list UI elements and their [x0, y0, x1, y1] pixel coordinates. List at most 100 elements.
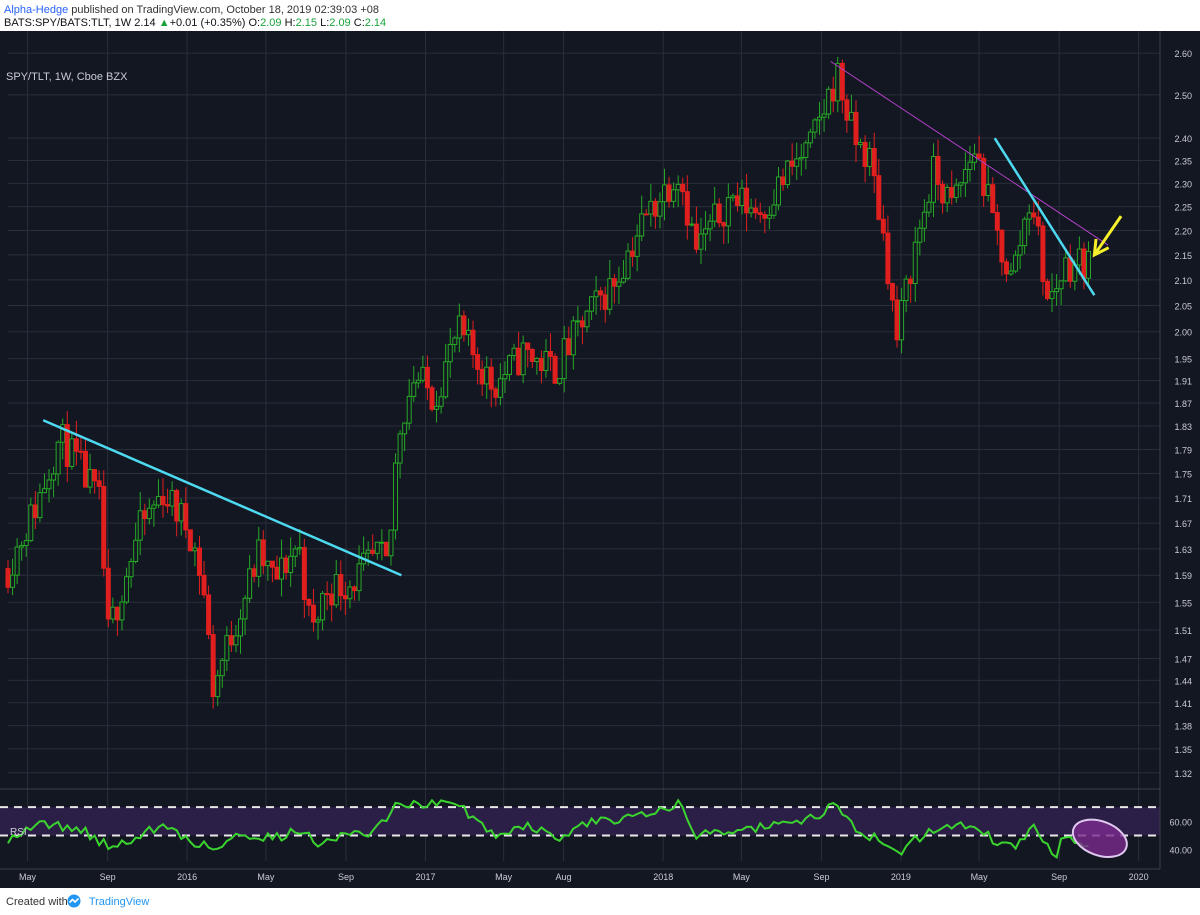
candle-body: [23, 540, 29, 547]
y-tick-label: 2.30: [1174, 179, 1192, 189]
candle-body: [976, 153, 982, 159]
candle-body: [283, 557, 289, 573]
candle-body: [338, 574, 344, 597]
arrow-line: [1093, 215, 1123, 256]
low-label: L:: [320, 17, 330, 29]
x-tick-label: Sep: [813, 872, 829, 882]
candle-body: [926, 201, 932, 213]
last-price: 2.14: [134, 17, 156, 29]
y-tick-label: 2.05: [1174, 301, 1192, 311]
y-tick-label: 1.44: [1174, 676, 1192, 686]
candle-body: [251, 568, 257, 577]
publish-info: Alpha-Hedge published on TradingView.com…: [4, 4, 379, 16]
candle-body: [124, 576, 130, 603]
candle-body: [1008, 270, 1014, 275]
rsi-label: RSI: [10, 827, 27, 838]
chart-area[interactable]: 2.60 2.50 2.40 2.35 2.30 2.25 2.20 2.15 2.10 2.05…: [0, 31, 1200, 888]
candle-body: [525, 342, 531, 350]
y-tick-label: 1.32: [1174, 769, 1192, 779]
candle-body: [297, 547, 303, 550]
candle-body: [734, 195, 740, 206]
candle-body: [707, 220, 713, 230]
candle-body: [944, 186, 950, 204]
x-tick-label: 2016: [177, 872, 197, 882]
x-tick-label: Sep: [1051, 872, 1067, 882]
candle-body: [456, 315, 462, 339]
y-tick-label: 2.00: [1174, 328, 1192, 338]
candle-body: [92, 469, 98, 482]
candle-body: [55, 441, 61, 475]
candle-body: [265, 560, 271, 567]
candle-body: [1026, 212, 1032, 220]
candle-body: [420, 366, 426, 381]
candle-body: [73, 438, 79, 452]
candle-body: [429, 387, 435, 410]
candle-body: [183, 503, 189, 531]
chart-canvas[interactable]: 2.60 2.50 2.40 2.35 2.30 2.25 2.20 2.15 2.10 2.05…: [0, 31, 1200, 888]
candle-body: [461, 315, 467, 336]
candle-body: [260, 539, 266, 567]
publish-header: Alpha-Hedge published on TradingView.com…: [0, 0, 1200, 30]
candle-body: [771, 204, 777, 216]
candle-body: [917, 227, 923, 243]
candle-body: [589, 296, 595, 312]
candle-body: [643, 213, 649, 216]
candle-body: [671, 189, 677, 202]
candle-body: [949, 186, 955, 198]
candle-body: [32, 504, 38, 519]
candle-body: [484, 366, 490, 385]
candle-body: [119, 601, 125, 621]
y-tick-label: 1.87: [1174, 399, 1192, 409]
candle-body: [880, 218, 886, 234]
candle-body: [561, 338, 567, 380]
candle-body: [502, 374, 508, 380]
candle-body: [424, 366, 430, 389]
candle-body: [1054, 288, 1060, 293]
candle-body: [579, 320, 585, 328]
rsi-line: [7, 798, 1089, 859]
candle-body: [64, 424, 70, 468]
candle-body: [894, 299, 900, 341]
close-value: 2.14: [364, 17, 387, 29]
candle-body: [889, 283, 895, 301]
candle-body: [566, 338, 572, 356]
candle-body: [69, 438, 75, 468]
candle-body: [351, 586, 357, 592]
candle-body: [1086, 250, 1092, 279]
candle-body: [620, 277, 626, 283]
candle-body: [789, 160, 795, 167]
candle-body: [598, 290, 604, 296]
candle-body: [306, 598, 312, 606]
author-link[interactable]: Alpha-Hedge: [4, 4, 69, 16]
candle-body: [105, 567, 111, 620]
candle-body: [470, 329, 476, 356]
tradingview-brand[interactable]: TradingView: [88, 896, 150, 908]
candle-body: [443, 361, 449, 398]
candle-body: [356, 563, 362, 592]
candle-body: [903, 278, 909, 302]
candle-body: [798, 156, 804, 160]
candle-body: [96, 480, 102, 487]
candle-body: [785, 160, 791, 186]
candle-body: [192, 547, 198, 552]
candle-body: [51, 473, 57, 481]
candle-body: [142, 510, 148, 520]
y-tick-label: 2.60: [1174, 49, 1192, 59]
axes: 2.60 2.50 2.40 2.35 2.30 2.25 2.20 2.15 2.10 2.05…: [0, 31, 1192, 882]
candle-body: [238, 618, 244, 637]
candle-body: [187, 529, 193, 552]
candle-body: [169, 490, 175, 507]
candle-body: [393, 462, 399, 531]
y-tick-label: 2.25: [1174, 203, 1192, 213]
candles: [5, 56, 1092, 709]
x-tick-label: Aug: [556, 872, 572, 882]
rsi-tick-label: 60.00: [1169, 817, 1192, 827]
y-tick-label: 1.55: [1174, 598, 1192, 608]
candle-body: [999, 229, 1005, 263]
candle-body: [662, 184, 668, 203]
candle-body: [839, 62, 845, 101]
candle-body: [698, 233, 704, 250]
y-tick-label: 1.38: [1174, 722, 1192, 732]
y-tick-label: 1.91: [1174, 377, 1192, 387]
candle-body: [753, 207, 759, 214]
